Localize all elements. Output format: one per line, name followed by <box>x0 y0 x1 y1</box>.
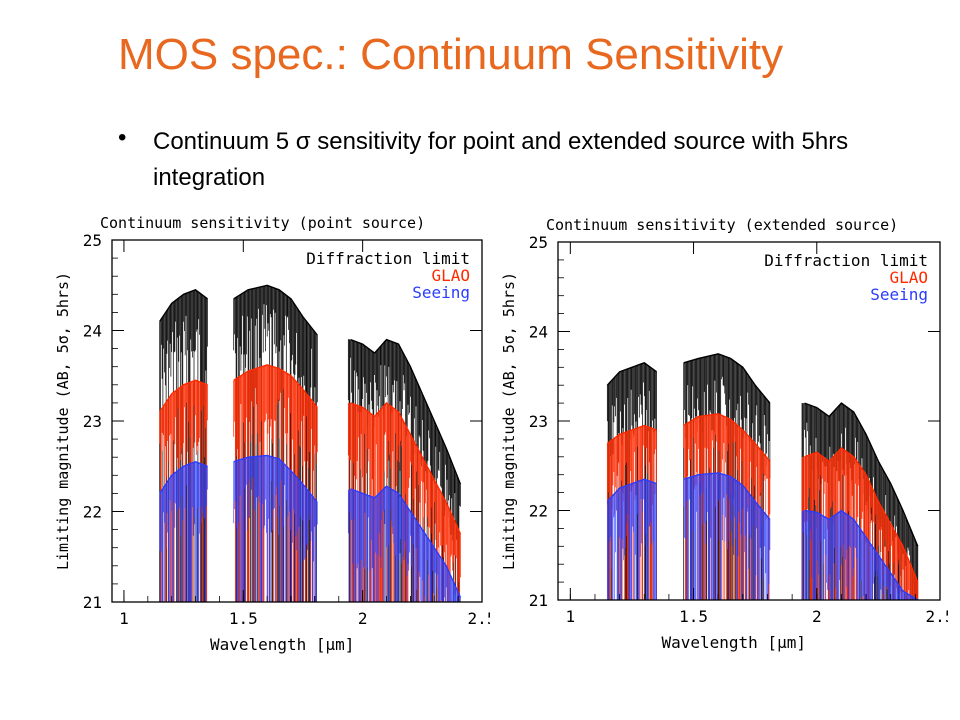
series-envelope <box>683 353 771 404</box>
series-envelope <box>233 284 318 336</box>
extended-source-chart-svg: Continuum sensitivity (extended source) 1… <box>500 216 948 652</box>
series-envelope <box>233 364 318 408</box>
y-tick-label: 22 <box>529 502 548 521</box>
y-axis-label: Limiting magnitude (AB, 5σ, 5hrs) <box>54 272 72 570</box>
y-tick-label: 21 <box>529 591 548 610</box>
chart-title: Continuum sensitivity (point source) <box>100 214 425 232</box>
series-envelope <box>159 460 208 494</box>
x-tick-label: 1 <box>119 609 129 628</box>
y-tick-label: 24 <box>83 322 102 341</box>
chart-title: Continuum sensitivity (extended source) <box>546 216 898 234</box>
legend-entry: Diffraction limit <box>306 249 470 268</box>
bullet-text: Continuum 5 σ sensitivity for point and … <box>153 128 849 191</box>
x-tick-label: 1 <box>566 607 576 626</box>
legend-entry: Seeing <box>870 285 928 304</box>
series-envelope <box>350 338 462 485</box>
y-tick-label: 22 <box>83 503 102 522</box>
x-tick-label: 1.5 <box>679 607 708 626</box>
series-envelope <box>606 362 658 386</box>
legend-entry: Diffraction limit <box>764 251 928 270</box>
series-envelope <box>804 446 919 583</box>
series-envelope <box>606 424 657 444</box>
series-envelope <box>350 401 462 535</box>
legend-entry: Seeing <box>412 283 470 302</box>
x-tick-label: 1.5 <box>229 609 258 628</box>
series-envelope <box>683 413 771 462</box>
series-envelope <box>683 472 771 520</box>
series-envelope <box>606 478 657 502</box>
series-seeing <box>159 454 462 602</box>
bullet-marker: • <box>118 124 127 151</box>
series-envelope <box>159 289 208 322</box>
series-envelope <box>804 509 919 601</box>
y-tick-label: 21 <box>83 593 102 612</box>
series-envelope <box>804 402 919 547</box>
series-envelope <box>233 454 318 503</box>
y-tick-label: 25 <box>83 231 102 250</box>
y-tick-label: 25 <box>529 233 548 252</box>
legend-entry: GLAO <box>889 268 928 287</box>
y-tick-label: 23 <box>529 412 548 431</box>
y-tick-label: 23 <box>83 412 102 431</box>
x-axis-label: Wavelength [μm] <box>661 633 806 652</box>
x-tick-label: 2 <box>358 609 368 628</box>
series-envelope <box>159 379 208 413</box>
legend-entry: GLAO <box>431 266 470 285</box>
point-source-chart-svg: Continuum sensitivity (point source) 1 1.5… <box>54 214 490 654</box>
x-tick-label: 2.5 <box>468 609 490 628</box>
y-tick-label: 24 <box>529 323 548 342</box>
series-envelope <box>350 485 462 598</box>
extended-source-chart: Continuum sensitivity (extended source) 1… <box>478 204 948 664</box>
point-source-chart: Continuum sensitivity (point source) 1 1.5… <box>28 204 490 664</box>
x-tick-label: 2 <box>812 607 822 626</box>
y-axis-label: Limiting magnitude (AB, 5σ, 5hrs) <box>500 272 518 570</box>
series-seeing <box>606 472 919 601</box>
x-axis-label: Wavelength [μm] <box>210 635 355 654</box>
x-tick-label: 2.5 <box>926 607 948 626</box>
slide-title: MOS spec.: Continuum Sensitivity <box>118 30 784 79</box>
